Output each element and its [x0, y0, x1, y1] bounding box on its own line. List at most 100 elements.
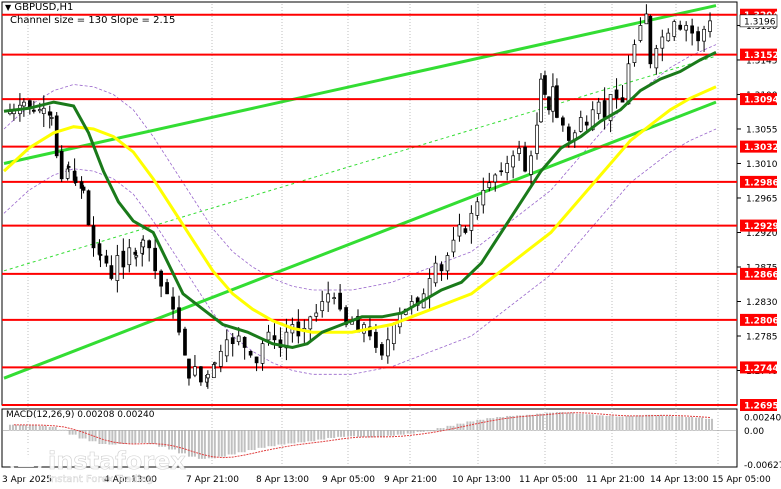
macd-bar — [273, 430, 276, 447]
macd-bar — [158, 430, 161, 447]
macd-bar — [178, 430, 181, 454]
candle-body — [620, 97, 625, 103]
candle-body — [193, 366, 197, 376]
macd-bar — [628, 415, 631, 431]
candle-body — [218, 350, 223, 367]
macd-bar — [536, 413, 539, 431]
logo-mark-icon: instaforex Instant Forex Trading — [9, 444, 187, 485]
candle-body — [493, 174, 498, 183]
candle-body — [529, 155, 533, 175]
macd-bar — [578, 413, 581, 431]
price-tick-label: 1.2965 — [746, 194, 778, 204]
candle-body — [684, 25, 689, 31]
macd-bar — [588, 414, 591, 431]
macd-bar — [81, 430, 84, 439]
macd-bar — [551, 412, 554, 431]
candle-body — [98, 254, 103, 256]
macd-bar — [548, 412, 551, 431]
macd-tick-label: 0.00240 — [744, 414, 781, 424]
macd-bar — [290, 430, 293, 444]
candle-body — [260, 343, 265, 364]
candle-body — [660, 36, 665, 49]
candle-body — [561, 117, 565, 126]
macd-bar — [260, 430, 263, 448]
macd-bar — [223, 430, 226, 457]
level-label-text: 1.3094 — [744, 96, 779, 106]
candle-body — [505, 163, 510, 174]
macd-bar — [631, 415, 634, 431]
macd-bar — [353, 430, 356, 437]
macd-bar — [369, 430, 372, 438]
level-label-text: 1.2744 — [744, 364, 779, 374]
moving-averages — [2, 50, 717, 350]
macd-bar — [38, 425, 41, 431]
candle-body — [374, 331, 378, 348]
macd-bar — [58, 429, 61, 431]
candle-body — [602, 100, 607, 118]
macd-bar — [164, 430, 167, 447]
candle-body — [65, 168, 70, 179]
candle-body — [91, 225, 96, 249]
macd-bar — [134, 430, 137, 444]
macd-bar — [34, 425, 37, 431]
candle-body — [523, 146, 527, 172]
grid — [27, 4, 719, 466]
macd-bar — [250, 430, 253, 451]
dropdown-triangle-icon[interactable]: ▼ — [5, 3, 12, 12]
candle-body — [433, 262, 438, 284]
channel-info: Channel size = 130 Slope = 2.15 — [10, 15, 176, 26]
candle-body — [212, 362, 217, 365]
macd-bar — [432, 430, 435, 432]
macd-bar — [685, 417, 688, 431]
macd-bar — [635, 415, 638, 431]
macd-bar — [482, 419, 485, 431]
time-tick-label: 8 Apr 13:00 — [256, 475, 309, 485]
macd-bar — [585, 414, 588, 431]
candle-body — [59, 150, 64, 180]
symbol-label: GBPUSD,H1 — [14, 2, 74, 13]
macd-bar — [203, 430, 206, 459]
macd-bar — [303, 430, 306, 443]
macd-bar — [561, 412, 564, 431]
macd-bar — [257, 430, 260, 448]
logo-tagline: Instant Forex Trading — [48, 474, 153, 485]
macd-bar — [323, 430, 326, 440]
price-tick-label: 1.3010 — [746, 160, 778, 170]
candle-body — [230, 337, 235, 345]
macd-bar — [330, 430, 333, 438]
macd-bar — [558, 412, 561, 431]
candle-body — [47, 111, 52, 116]
macd-bar — [538, 413, 541, 431]
macd-bar — [486, 418, 489, 431]
macd-bar — [516, 415, 519, 431]
candle-body — [368, 326, 372, 337]
level-label-text: 1.2695 — [744, 402, 779, 412]
macd-bar — [412, 430, 415, 434]
candle-body — [608, 94, 613, 121]
candle-body — [22, 101, 26, 107]
macd-bar — [409, 430, 412, 434]
macd-bar — [645, 414, 648, 431]
macd-bar — [568, 412, 571, 431]
macd-bar — [28, 425, 31, 431]
macd-bar — [207, 430, 210, 459]
macd-bar — [406, 430, 409, 434]
macd-bar — [641, 415, 644, 431]
macd-bar — [128, 430, 131, 444]
macd-bar — [469, 421, 472, 431]
macd-bar — [217, 430, 220, 457]
candle-body — [463, 228, 468, 233]
macd-bar — [213, 430, 216, 459]
macd-tick-label: 0.00 — [744, 427, 764, 437]
macd-tick-label: -0.00627 — [744, 461, 781, 471]
macd-bar — [91, 430, 94, 442]
macd-bar — [638, 415, 641, 431]
macd-bar — [8, 424, 11, 431]
macd-bar — [121, 430, 124, 444]
macd-bar — [705, 418, 708, 431]
level-label-box — [740, 399, 777, 411]
macd-bar — [681, 416, 684, 431]
macd-bar — [293, 430, 296, 444]
macd-bar — [18, 425, 21, 431]
macd-bar — [449, 425, 452, 431]
